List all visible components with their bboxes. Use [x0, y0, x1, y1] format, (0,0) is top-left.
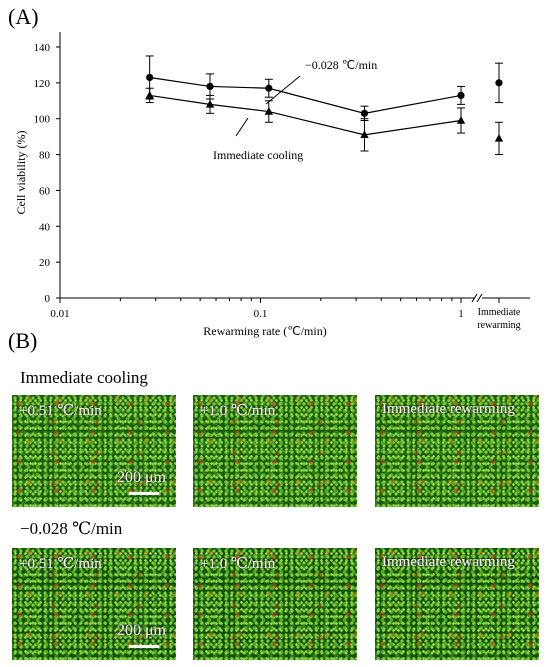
micrograph-cooling-10: +1.0 ℃/min — [193, 395, 357, 507]
viability-chart: 0 20 40 60 80 100 120 140 0.01 0.1 1 Immediate rewar… — [14, 32, 530, 338]
row2-label: −0.028 ℃/min — [20, 519, 123, 538]
x-tick-label: 1 — [458, 308, 464, 320]
series-line — [149, 76, 462, 114]
data-point-triangle — [360, 130, 369, 139]
micrograph-label: +1.0 ℃/min — [200, 556, 276, 572]
scale-bar — [129, 645, 159, 648]
x-tick-label: 0.01 — [50, 308, 69, 320]
data-point-circle — [206, 82, 214, 91]
data-point-triangle — [494, 133, 504, 142]
data-point-triangle — [205, 99, 215, 108]
y-tick-label: 60 — [39, 185, 51, 197]
y-tick-label: 100 — [34, 114, 51, 126]
micrograph-slow-immediate: Immediate rewarming — [375, 548, 539, 660]
series-line — [149, 94, 462, 136]
data-point-triangle — [145, 90, 154, 99]
micrograph-label: Immediate rewarming — [382, 554, 515, 570]
axis-break-mark — [471, 293, 478, 303]
data-point-circle — [265, 84, 273, 92]
micrograph-label: Immediate rewarming — [382, 401, 515, 417]
y-tick-label: 40 — [39, 221, 51, 233]
data-point-circle — [360, 109, 369, 117]
y-tick-label: 140 — [34, 42, 51, 54]
micrograph-slow-051: +0.51 ℃/min 200 μm — [12, 548, 176, 660]
x-axis-label: Rewarming rate (℃/min) — [203, 324, 326, 338]
data-point-circle — [495, 79, 503, 87]
scale-bar-text: 200 μm — [116, 622, 166, 639]
annotation-leader-line — [235, 117, 249, 137]
row1-label: Immediate cooling — [20, 368, 148, 387]
micrograph-label: +1.0 ℃/min — [200, 403, 276, 419]
y-tick-label: 80 — [39, 150, 51, 162]
data-point-triangle — [264, 107, 273, 115]
x-tick-label-rewarming: rewarming — [477, 320, 520, 331]
micrograph-label: +0.51 ℃/min — [19, 403, 102, 419]
micrograph-slow-10: +1.0 ℃/min — [193, 548, 357, 660]
panel-a-label: (A) — [8, 4, 39, 29]
annotation-leader-line — [265, 75, 301, 105]
micrograph-cooling-051: +0.51 ℃/min 200 μm — [12, 395, 176, 507]
micrograph-cooling-immediate: Immediate rewarming — [375, 395, 539, 507]
scale-bar-text: 200 μm — [116, 469, 166, 486]
y-tick-label: 120 — [34, 78, 51, 90]
x-tick-label-immediate: Immediate — [478, 307, 521, 318]
series-label-immediate-cooling: Immediate cooling — [213, 148, 303, 162]
y-axis-label: Cell viability (%) — [14, 131, 28, 215]
series-label-slow-cooling: −0.028 ℃/min — [305, 58, 377, 72]
data-point-triangle — [456, 116, 466, 124]
scale-bar — [129, 492, 159, 495]
axis-break-mark — [476, 293, 483, 303]
micrograph-label: +0.51 ℃/min — [19, 556, 102, 572]
y-tick-label: 20 — [39, 257, 51, 269]
x-tick-label: 0.1 — [254, 308, 268, 320]
y-tick-label: 0 — [45, 293, 51, 305]
data-point-circle — [457, 91, 465, 100]
panel-b-label: (B) — [8, 328, 38, 353]
data-point-circle — [146, 73, 154, 82]
